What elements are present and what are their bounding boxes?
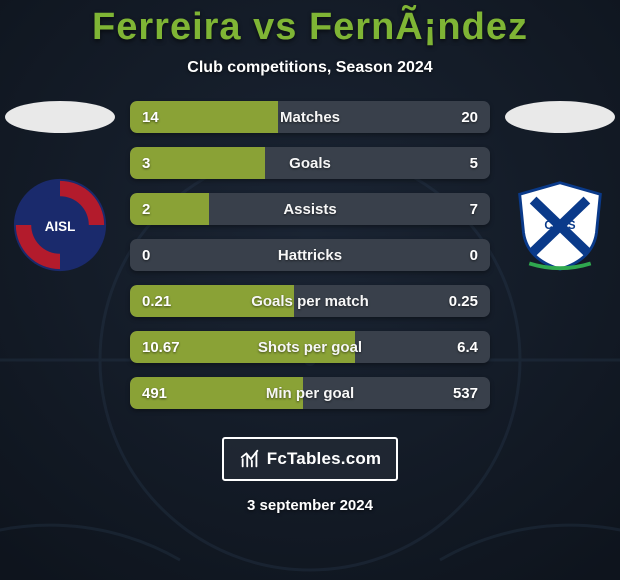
svg-text:AISL: AISL xyxy=(45,219,76,234)
stat-right-value: 0.25 xyxy=(449,285,478,317)
left-club-crest: AISL xyxy=(12,177,108,273)
stat-right-value: 7 xyxy=(470,193,478,225)
stat-right-value: 537 xyxy=(453,377,478,409)
stat-row: 491Min per goal537 xyxy=(130,377,490,409)
stat-right-value: 20 xyxy=(461,101,478,133)
right-player-silhouette xyxy=(505,101,615,133)
brand-text: FcTables.com xyxy=(267,449,382,469)
comparison-body: AISL 14Matches20 3Goals5 2Assists7 0Hattric… xyxy=(0,101,620,409)
left-player-silhouette xyxy=(5,101,115,133)
stat-row: 0.21Goals per match0.25 xyxy=(130,285,490,317)
stat-label: Assists xyxy=(130,193,490,225)
stat-row: 3Goals5 xyxy=(130,147,490,179)
stat-row: 10.67Shots per goal6.4 xyxy=(130,331,490,363)
stat-row: 2Assists7 xyxy=(130,193,490,225)
right-player-column: CAVS xyxy=(500,101,620,273)
stat-right-value: 6.4 xyxy=(457,331,478,363)
subtitle: Club competitions, Season 2024 xyxy=(187,59,432,77)
chart-icon xyxy=(239,448,261,470)
stat-label: Shots per goal xyxy=(130,331,490,363)
stat-row: 0Hattricks0 xyxy=(130,239,490,271)
brand-logo: FcTables.com xyxy=(222,437,398,481)
stats-table: 14Matches20 3Goals5 2Assists7 0Hattricks0 0.… xyxy=(130,101,490,409)
stat-label: Matches xyxy=(130,101,490,133)
stat-label: Goals per match xyxy=(130,285,490,317)
stat-label: Min per goal xyxy=(130,377,490,409)
left-player-column: AISL xyxy=(0,101,120,273)
page-title: Ferreira vs FernÃ¡ndez xyxy=(92,6,528,49)
svg-text:CAVS: CAVS xyxy=(544,220,575,232)
stat-label: Goals xyxy=(130,147,490,179)
date-text: 3 september 2024 xyxy=(247,497,373,514)
stat-label: Hattricks xyxy=(130,239,490,271)
stat-right-value: 5 xyxy=(470,147,478,179)
stat-row: 14Matches20 xyxy=(130,101,490,133)
right-club-crest: CAVS xyxy=(512,177,608,273)
stat-right-value: 0 xyxy=(470,239,478,271)
